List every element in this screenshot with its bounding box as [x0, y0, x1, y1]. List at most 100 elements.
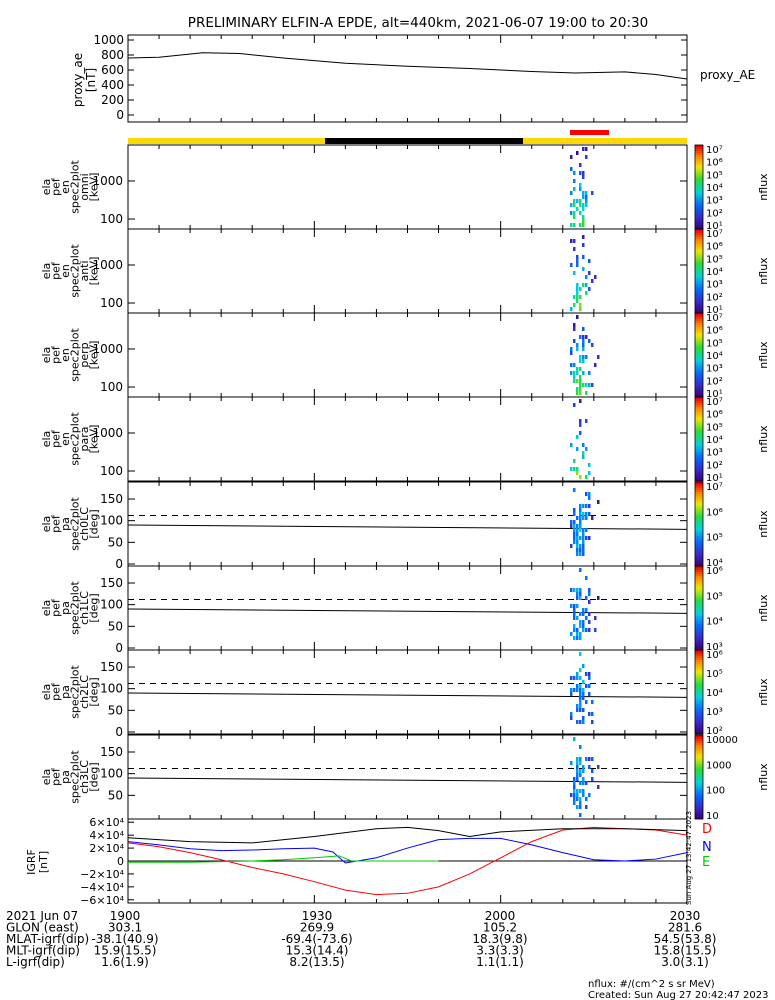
colorbar-segment [695, 373, 703, 376]
colorbar-label: nflux [757, 594, 770, 622]
data-pixel-ch1LC [579, 568, 582, 572]
data-pixel-anti [582, 267, 585, 271]
legend-e: E [702, 855, 710, 870]
ylabel-line-perp: [keV] [88, 341, 101, 370]
colorbar-segment [695, 397, 703, 400]
data-pixel-perp [579, 379, 582, 383]
colorbar-segment [695, 337, 703, 340]
data-pixel-ch1LC [582, 624, 585, 628]
colorbar-segment [695, 405, 703, 408]
data-pixel-anti [579, 287, 582, 291]
data-pixel-ch2LC [585, 700, 588, 704]
colorbar-segment [695, 247, 703, 250]
colorbar-segment [695, 371, 703, 374]
colorbar-segment [695, 299, 703, 302]
data-pixel-ch1LC [573, 608, 576, 612]
data-pixel-ch3LC [591, 757, 594, 761]
data-pixel-ch2LC [570, 716, 573, 720]
data-pixel-ch0LC [573, 536, 576, 540]
colorbar-segment [695, 327, 703, 330]
data-pixel-ch3LC [576, 789, 579, 793]
data-pixel-perp [570, 351, 573, 355]
colorbar-segment [695, 229, 703, 232]
data-pixel-perp [579, 367, 582, 371]
colorbar-segment [695, 211, 703, 214]
data-pixel-ch0LC [570, 520, 573, 524]
data-pixel-ch0LC [579, 528, 582, 532]
ytick-label-ch2LC: 100 [100, 682, 123, 696]
colorbar-tick-label: 10⁶ [706, 410, 723, 421]
colorbar-segment [695, 219, 703, 222]
colorbar-segment [695, 291, 703, 294]
loss-cone-line-ch1LC [127, 608, 688, 614]
igrf-ylabel-line: [nT] [37, 851, 50, 873]
data-pixel-perp [579, 359, 582, 363]
colorbar-segment [695, 289, 703, 292]
data-pixel-perp [573, 339, 576, 343]
data-pixel-anti [582, 283, 585, 287]
colorbar-ch2LC: 10⁶ 10⁵ 10⁴ 10³ 10² nflux [694, 649, 770, 737]
colorbar-segment [695, 636, 703, 639]
colorbar-frame [694, 734, 704, 820]
colorbar-segment [695, 741, 703, 744]
proxy-ae-series-label: proxy_AE [700, 68, 755, 82]
colorbar-tick-label: 10⁷ [706, 229, 723, 240]
data-pixel-omni [573, 199, 576, 203]
data-pixel-perp [576, 315, 579, 319]
colorbar-tick-label: 10⁶ [706, 158, 723, 169]
data-pixel-ch2LC [579, 696, 582, 700]
data-pixel-ch3LC [573, 777, 576, 781]
data-pixel-para [582, 443, 585, 447]
data-pixel-anti [576, 283, 579, 287]
data-pixel-ch3LC [582, 777, 585, 781]
ylabel-line-ch3LC: ch3LC [78, 760, 91, 794]
data-pixel-ch2LC [576, 688, 579, 692]
ylabel-line-ch3LC: pa [59, 770, 72, 784]
data-pixel-ch1LC [588, 588, 591, 592]
data-pixel-anti [588, 287, 591, 291]
data-pixel-ch0LC [588, 492, 591, 496]
data-pixel-ch3LC [579, 757, 582, 761]
data-pixel-ch0LC [585, 516, 588, 520]
colorbar-tick-label: 10⁴ [706, 688, 723, 699]
colorbar-segment [695, 560, 703, 563]
ylabel-line-anti: ela [40, 263, 53, 280]
colorbar-segment [695, 471, 703, 474]
footer-cell: 3.3(3.3) [476, 944, 524, 958]
data-pixel-ch0LC [585, 504, 588, 508]
colorbar-segment [695, 514, 703, 517]
colorbar-tick-label: 100 [706, 786, 725, 797]
colorbar-segment [695, 287, 703, 290]
data-pixel-ch0LC [582, 552, 585, 556]
colorbar-segment [695, 457, 703, 460]
colorbar-segment [695, 389, 703, 392]
colorbar-segment [695, 767, 703, 770]
colorbar-segment [695, 574, 703, 577]
colorbar-segment [695, 269, 703, 272]
ylabel-line-para: [keV] [88, 425, 101, 454]
data-pixel-omni [579, 211, 582, 215]
data-pixel-ch0LC [576, 544, 579, 548]
colorbar-segment [695, 644, 703, 647]
data-pixel-omni [579, 199, 582, 203]
colorbar-segment [695, 155, 703, 158]
colorbar-segment [695, 177, 703, 180]
data-pixel-ch2LC [576, 684, 579, 688]
units-note: nflux: #/(cm^2 s sr MeV) [588, 979, 715, 990]
data-pixel-ch3LC [585, 757, 588, 761]
ytick-label-ch1LC: 150 [100, 576, 123, 590]
footer-cell: 15.9(15.5) [94, 944, 157, 958]
colorbar-segment [695, 745, 703, 748]
colorbar-tick-label: 10⁴ [706, 183, 723, 194]
ylabel-line-omni: [keV] [88, 173, 101, 202]
colorbar-segment [695, 331, 703, 334]
data-pixel-ch3LC [570, 761, 573, 765]
data-pixel-perp [579, 335, 582, 339]
data-pixel-ch0LC [579, 552, 582, 556]
colorbar-label-text: nflux [757, 594, 770, 622]
ylabel-line-ch0LC: [deg] [88, 509, 101, 538]
colorbar-segment [695, 365, 703, 368]
data-pixel-anti [582, 243, 585, 247]
data-pixel-perp [576, 347, 579, 351]
colorbar-tick-label: 10⁷ [706, 397, 723, 408]
